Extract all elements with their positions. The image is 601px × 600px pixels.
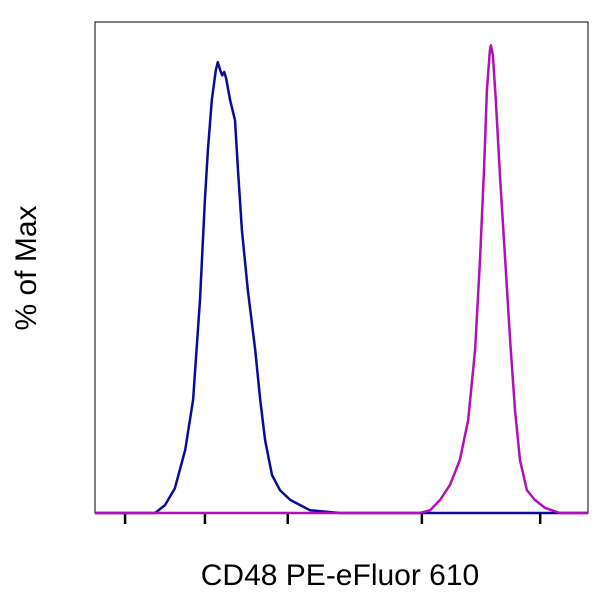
x-axis-label: CD48 PE-eFluor 610: [201, 559, 479, 592]
plot-frame: [94, 21, 589, 514]
y-axis-label: % of Max: [10, 205, 43, 330]
histogram-line: [95, 60, 588, 515]
histogram-line: [95, 44, 588, 515]
